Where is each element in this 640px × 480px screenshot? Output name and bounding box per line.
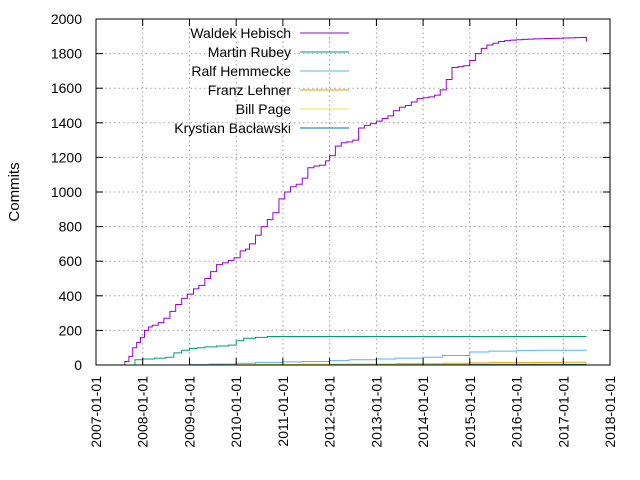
legend-label: Franz Lehner <box>208 82 292 98</box>
y-tick-label: 1600 <box>51 80 82 96</box>
x-axis: 2007-01-01 2008-01-01 2009-01-01 2010-01-01… <box>88 19 618 448</box>
x-tick-label: 2008-01-01 <box>135 376 151 448</box>
legend-label: Bill Page <box>236 101 291 117</box>
y-tick-label: 1200 <box>51 149 82 165</box>
x-tick-label: 2014-01-01 <box>415 376 431 448</box>
x-tick-label: 2013-01-01 <box>368 376 384 448</box>
legend-label: Waldek Hebisch <box>190 25 291 41</box>
x-tick-label: 2015-01-01 <box>462 376 478 448</box>
grid <box>96 19 610 365</box>
x-tick-label: 2010-01-01 <box>228 376 244 448</box>
y-tick-label: 1800 <box>51 46 82 62</box>
y-tick-label: 200 <box>59 322 83 338</box>
x-tick-label: 2016-01-01 <box>508 376 524 448</box>
y-tick-label: 2000 <box>51 11 82 27</box>
x-tick-label: 2017-01-01 <box>555 376 571 448</box>
y-tick-label: 400 <box>59 288 83 304</box>
x-tick-label: 2018-01-01 <box>602 376 618 448</box>
x-tick-label: 2011-01-01 <box>275 376 291 447</box>
series-line <box>120 37 587 366</box>
y-tick-label: 1400 <box>51 115 82 131</box>
legend: Waldek Hebisch Martin Rubey Ralf Hemmecke F… <box>174 25 349 136</box>
y-tick-label: 600 <box>59 253 83 269</box>
y-axis: 0 200 400 600 800 1000 1200 1400 1600 1800 2000 <box>51 11 610 373</box>
y-tick-label: 0 <box>74 357 82 373</box>
legend-label: Ralf Hemmecke <box>191 63 291 79</box>
y-axis-title: Commits <box>6 162 23 221</box>
legend-label: Martin Rubey <box>208 44 291 60</box>
x-tick-label: 2012-01-01 <box>322 376 338 448</box>
series-line <box>128 335 587 366</box>
x-tick-label: 2007-01-01 <box>88 376 104 448</box>
x-tick-label: 2009-01-01 <box>182 376 198 448</box>
legend-label: Krystian Bacławski <box>174 120 291 136</box>
y-tick-label: 1000 <box>51 184 82 200</box>
y-tick-label: 800 <box>59 219 83 235</box>
